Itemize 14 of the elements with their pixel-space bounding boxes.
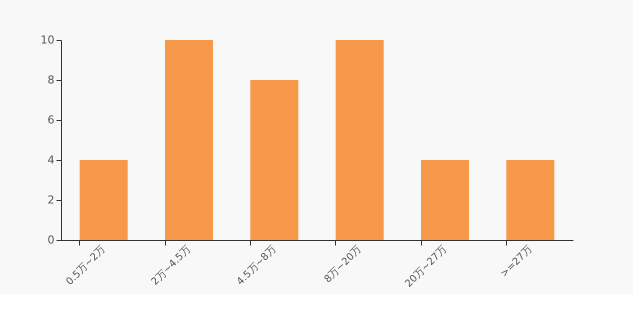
y-tick-label: 0 [48,234,54,246]
x-tick-label: 0.5万~2万 [64,244,108,288]
bar [165,40,213,240]
y-tick-label: 2 [48,194,54,206]
bar [250,80,298,240]
bar [336,40,384,240]
y-tick-label: 10 [40,34,54,46]
bar [80,160,128,240]
y-tick-label: 8 [48,74,54,86]
bar [506,160,554,240]
bar [421,160,469,240]
y-tick-label: 6 [48,114,54,126]
x-tick-label: 4.5万~8万 [234,244,279,288]
y-tick-label: 4 [48,154,54,166]
